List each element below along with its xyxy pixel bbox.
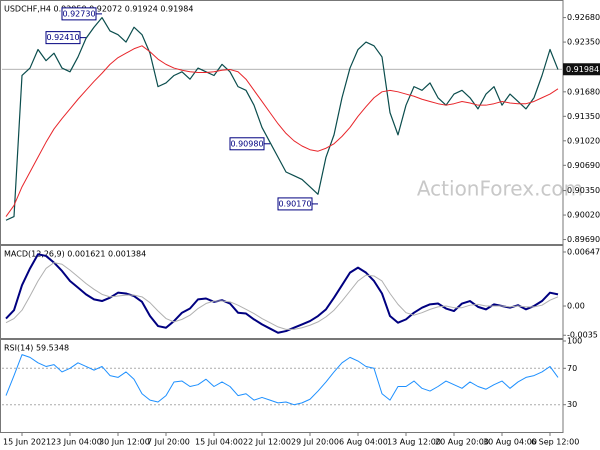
y-tick-label: 70: [567, 364, 577, 373]
panel-title: USDCHF,H4 0.92050 0.92072 0.91924 0.9198…: [4, 5, 193, 14]
y-tick-label: 0.91350: [567, 112, 600, 121]
series-line: [5, 16, 559, 221]
annotation-label: 0.90170: [278, 199, 311, 208]
x-tick-label: 15 Jul 04:00: [195, 438, 243, 447]
annotation-box: [229, 137, 265, 151]
annotation-label: 0.90980: [230, 139, 263, 148]
y-tick-label: 30: [567, 400, 577, 409]
panel-frame: [0, 0, 564, 245]
x-tick-label: 15 Jun 2021: [3, 438, 51, 447]
panel-title: RSI(14) 59.5348: [4, 344, 69, 353]
annotation-box: [277, 197, 313, 211]
annotation-label: 0.92410: [46, 33, 79, 42]
x-tick-label: 6 Sep 12:00: [531, 438, 579, 447]
x-tick-label: 7 Jul 20:00: [147, 438, 190, 447]
series-line: [5, 262, 559, 330]
annotation-box: [45, 31, 81, 45]
y-tick-label: 100: [567, 337, 582, 346]
series-line: [5, 45, 559, 217]
x-tick-label: 20 Aug 20:00: [435, 438, 489, 447]
x-tick-label: 13 Aug 12:00: [387, 438, 441, 447]
y-tick-label: 0.90690: [567, 161, 600, 170]
panel-title: MACD(12,26,9) 0.001621 0.001384: [4, 250, 146, 259]
y-tick-label: 0.92680: [567, 13, 600, 22]
series-line: [5, 354, 559, 406]
y-tick-label: 0.006473: [567, 247, 600, 256]
watermark: ActionForex.com: [417, 177, 583, 201]
y-tick-label: 0.90350: [567, 186, 600, 195]
annotation-box: [61, 7, 97, 21]
x-tick-label: 6 Aug 04:00: [339, 438, 388, 447]
x-tick-label: 29 Jul 20:00: [291, 438, 339, 447]
annotation-label: 0.92730: [62, 9, 95, 18]
y-tick-label: -0.0035: [567, 331, 598, 340]
series-line: [5, 253, 559, 334]
y-tick-label: 0.90020: [567, 211, 600, 220]
panel-frame: [0, 245, 564, 339]
x-tick-label: 30 Jun 12:00: [99, 438, 150, 447]
y-tick-label: 0.00: [567, 302, 585, 311]
last-price-label: 0.91984: [566, 65, 599, 74]
x-tick-label: 30 Aug 04:00: [483, 438, 537, 447]
y-tick-label: 0.91020: [567, 136, 600, 145]
y-tick-label: 0.91680: [567, 87, 600, 96]
x-tick-label: 22 Jul 12:00: [243, 438, 291, 447]
panel-frame: [0, 339, 564, 433]
y-tick-label: 0.92350: [567, 38, 600, 47]
y-tick-label: 0.89690: [567, 235, 600, 244]
x-tick-label: 23 Jun 04:00: [51, 438, 102, 447]
last-price-box: [563, 63, 600, 76]
